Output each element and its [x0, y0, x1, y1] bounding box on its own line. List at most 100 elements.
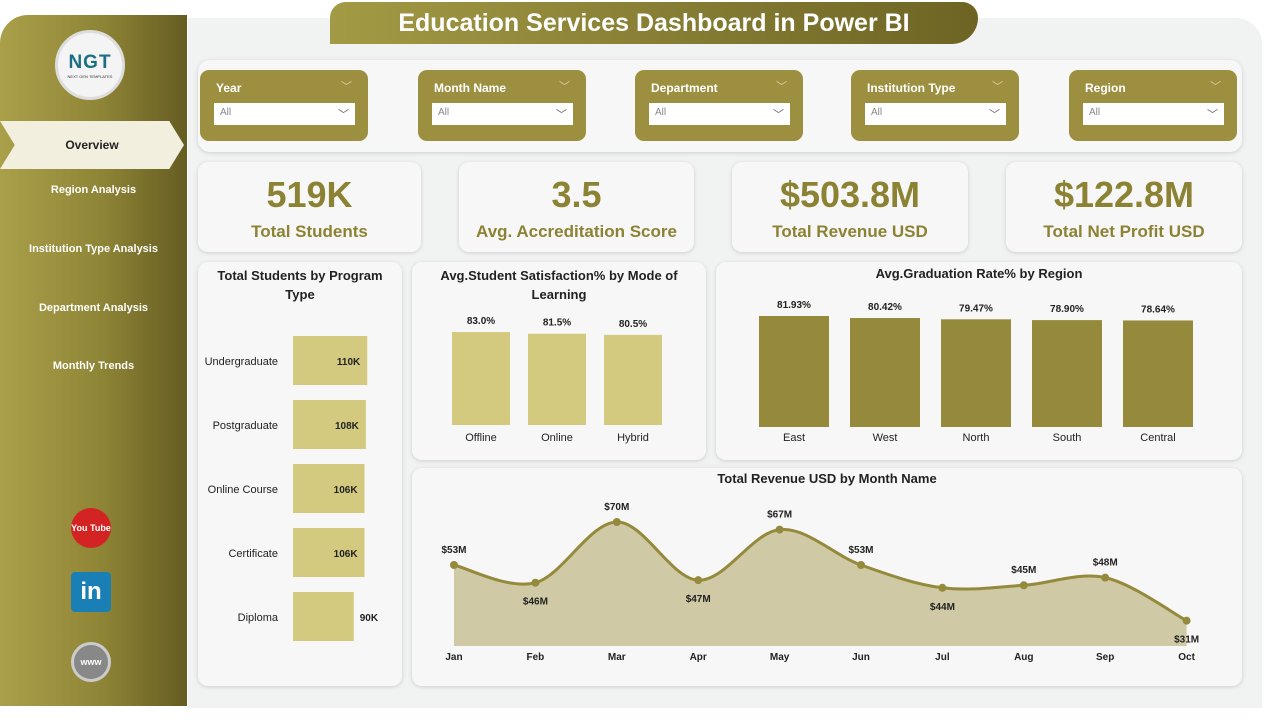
data-label: 110K — [337, 357, 361, 368]
data-label: 108K — [335, 421, 360, 432]
bar — [528, 333, 586, 425]
nav-institution-type-analysis[interactable]: Institution Type Analysis — [29, 243, 158, 255]
x-tick-label: Oct — [1178, 652, 1195, 663]
nav-department-analysis[interactable]: Department Analysis — [38, 302, 149, 314]
chevron-down-icon: ﹀ — [989, 109, 1000, 121]
category-label: South — [1053, 432, 1082, 444]
category-label: Hybrid — [617, 432, 649, 444]
data-label: 81.93% — [777, 300, 811, 311]
x-tick-label: Jun — [852, 652, 870, 663]
data-label: $70M — [604, 502, 629, 513]
linkedin-icon[interactable]: in — [71, 572, 111, 612]
data-label: $31M — [1174, 635, 1199, 646]
bar — [604, 334, 662, 425]
x-tick-label: Mar — [608, 652, 626, 663]
kpi-net-profit: $122.8M Total Net Profit USD — [1006, 162, 1242, 252]
data-label: $44M — [930, 602, 955, 613]
x-tick-label: Sep — [1096, 652, 1114, 663]
data-point — [938, 583, 947, 592]
data-label: 79.47% — [959, 303, 993, 314]
area-fill — [454, 521, 1187, 646]
chevron-down-icon: ﹀ — [773, 109, 784, 121]
data-point — [1101, 573, 1110, 582]
data-point — [450, 561, 458, 569]
region-dropdown[interactable]: All ﹀ — [1083, 103, 1224, 125]
logo-text: NGT — [68, 51, 112, 73]
data-label: 106K — [334, 485, 359, 496]
nav-region-analysis[interactable]: Region Analysis — [50, 184, 137, 196]
bar — [293, 464, 365, 513]
month-dropdown[interactable]: All ﹀ — [432, 103, 573, 125]
logo: NGT NEXT GEN TEMPLATES — [55, 30, 125, 100]
nav-label: Overview — [65, 138, 119, 152]
data-label: 80.5% — [619, 319, 647, 330]
filter-institution-type[interactable]: Institution Type ﹀ All ﹀ — [851, 70, 1019, 141]
x-tick-label: Apr — [690, 652, 707, 663]
x-tick-label: Jul — [935, 652, 950, 663]
bar — [452, 332, 510, 425]
category-label: Offline — [465, 432, 497, 444]
data-label: 80.42% — [868, 302, 902, 313]
data-label: 83.0% — [467, 316, 495, 327]
category-label: North — [963, 432, 990, 444]
series-line — [453, 520, 1188, 622]
category-label: Online — [541, 432, 573, 444]
category-label: Central — [1140, 432, 1175, 444]
data-label: $47M — [686, 594, 711, 605]
data-label: $53M — [441, 545, 466, 556]
bar — [293, 592, 354, 641]
chevron-down-icon: ﹀ — [338, 109, 349, 121]
filter-month-name[interactable]: Month Name ﹀ All ﹀ — [418, 70, 586, 141]
data-point — [531, 578, 540, 587]
x-tick-label: Feb — [527, 652, 545, 663]
category-label: Certificate — [228, 548, 278, 560]
data-label: $45M — [1011, 565, 1036, 576]
data-label: 78.90% — [1050, 304, 1084, 315]
kpi-total-revenue: $503.8M Total Revenue USD — [732, 162, 968, 252]
data-label: $46M — [523, 597, 548, 608]
bar — [293, 336, 368, 385]
filter-region[interactable]: Region ﹀ All ﹀ — [1069, 70, 1237, 141]
data-label: 90K — [360, 613, 379, 624]
data-point — [775, 525, 784, 534]
youtube-icon[interactable]: You Tube — [71, 508, 111, 548]
category-label: Postgraduate — [213, 420, 278, 432]
globe-icon[interactable]: www — [71, 642, 111, 682]
category-label: East — [783, 432, 805, 444]
data-point — [1019, 581, 1028, 590]
nav-overview[interactable]: Overview — [0, 121, 184, 169]
category-label: Online Course — [208, 484, 278, 496]
institution-type-dropdown[interactable]: All ﹀ — [865, 103, 1006, 125]
bar — [759, 315, 829, 427]
filter-year[interactable]: Year ﹀ All ﹀ — [200, 70, 368, 141]
x-tick-label: Jan — [445, 652, 462, 663]
kpi-total-students: 519K Total Students — [198, 162, 421, 252]
data-label: 106K — [334, 549, 359, 560]
data-point — [857, 561, 865, 569]
bar — [1123, 320, 1193, 427]
data-point — [1182, 616, 1191, 625]
data-label: $67M — [767, 510, 792, 521]
data-label: $53M — [848, 545, 873, 556]
chevron-down-icon: ﹀ — [1207, 109, 1218, 121]
data-point — [694, 576, 703, 585]
x-tick-label: Aug — [1014, 652, 1033, 663]
sidebar: NGT NEXT GEN TEMPLATES Overview Region A… — [0, 15, 187, 706]
logo-subtitle: NEXT GEN TEMPLATES — [67, 73, 113, 79]
bar — [850, 318, 920, 427]
bar — [941, 319, 1011, 427]
category-label: West — [873, 432, 898, 444]
filter-department[interactable]: Department ﹀ All ﹀ — [635, 70, 803, 141]
nav-monthly-trends[interactable]: Monthly Trends — [52, 360, 135, 372]
chevron-down-icon: ﹀ — [556, 109, 567, 121]
department-dropdown[interactable]: All ﹀ — [649, 103, 790, 125]
data-label: 78.64% — [1141, 304, 1175, 315]
data-label: 81.5% — [543, 318, 571, 329]
data-label: $48M — [1093, 558, 1118, 569]
bar — [293, 400, 366, 449]
page-title: Education Services Dashboard in Power BI — [330, 2, 978, 44]
category-label: Diploma — [238, 612, 279, 624]
bar — [293, 528, 365, 577]
year-dropdown[interactable]: All ﹀ — [214, 103, 355, 125]
